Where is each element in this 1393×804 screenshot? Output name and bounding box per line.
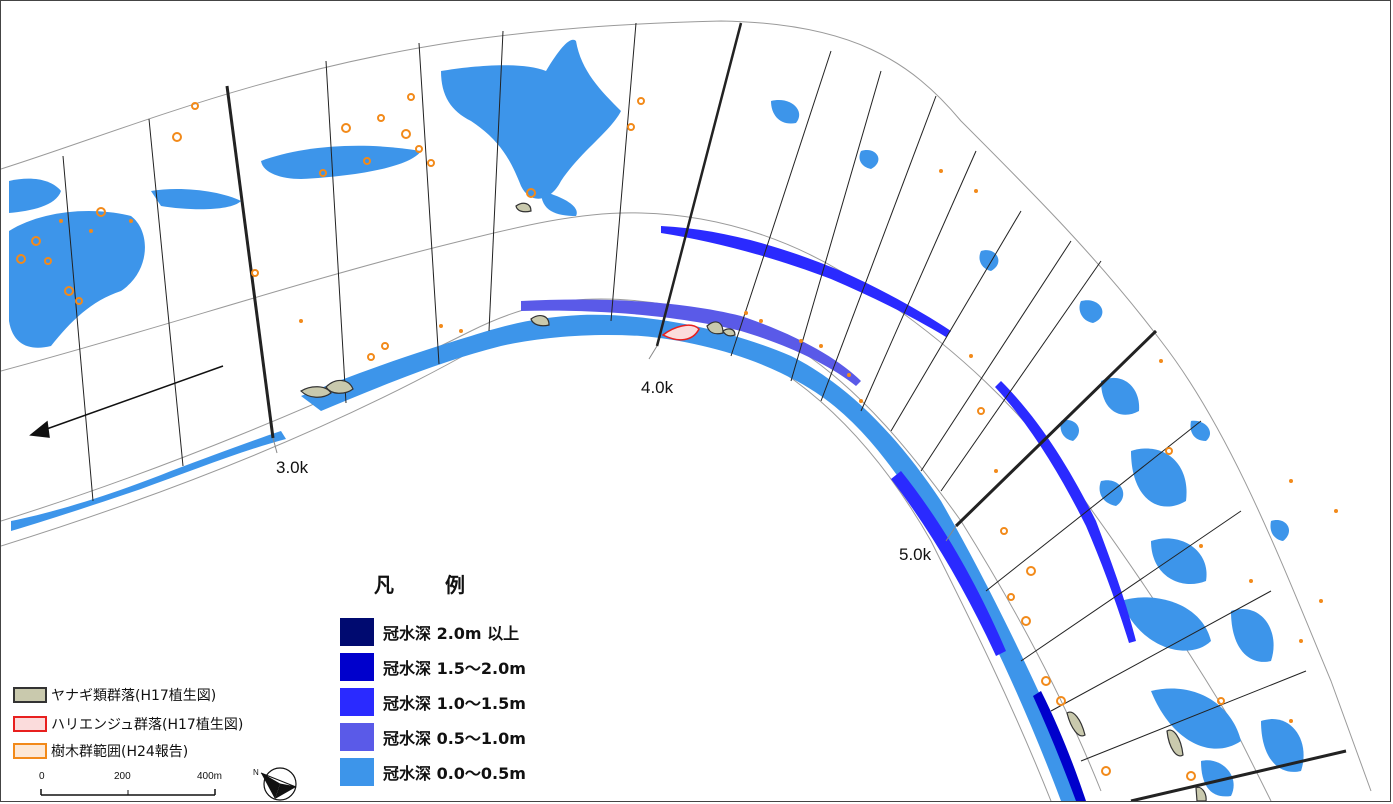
willow-patches (300, 202, 1207, 801)
robinia-swatch (13, 716, 47, 732)
legend-depth-0-5-1-0: 冠水深 0.5～1.0m (340, 723, 526, 751)
depth-label: 冠水深 0.0～0.5m (383, 764, 526, 783)
depth-swatch (340, 688, 374, 716)
veg-label: 樹木群範囲(H24報告) (51, 744, 189, 760)
scale-bar-line (40, 789, 216, 796)
scale-tick-400: 400m (197, 771, 223, 782)
flood-channel (11, 226, 1136, 801)
legend-depth-1-5-2-0: 冠水深 1.5～2.0m (340, 653, 526, 681)
upper-bank-outer (1, 20, 1372, 792)
km-markers: 3.0k 4.0k 5.0k (272, 345, 957, 564)
depth-swatch (340, 618, 374, 646)
legend-willow: ヤナギ類群落(H17植生図) (13, 685, 216, 705)
flow-arrow (29, 365, 224, 438)
depth-label: 冠水深 1.5～2.0m (383, 659, 526, 678)
legend-depth-2-0-plus: 冠水深 2.0m 以上 (340, 618, 519, 646)
legend-depth-0-0-0-5: 冠水深 0.0～0.5m (340, 758, 526, 786)
scale-tick-0: 0 (39, 771, 45, 782)
scale-bar: 0 200 400m (27, 771, 237, 799)
depth-label: 冠水深 1.0～1.5m (383, 694, 526, 713)
river-outlines (1, 20, 1372, 801)
veg-label: ハリエンジュ群落(H17植生図) (51, 717, 244, 733)
tree-dots (59, 169, 1338, 723)
cross-sections (62, 22, 1347, 801)
depth-swatch (340, 758, 374, 786)
north-arrow-icon: N (253, 767, 297, 801)
depth-swatch (340, 653, 374, 681)
legend-title: 凡 例 (374, 573, 487, 597)
legend-depth-1-0-1-5: 冠水深 1.0～1.5m (340, 688, 526, 716)
scale-tick-200: 200 (114, 771, 131, 782)
depth-label: 冠水深 2.0m 以上 (383, 624, 520, 643)
legend-robinia: ハリエンジュ群落(H17植生図) (13, 714, 243, 734)
depth-swatch (340, 723, 374, 751)
km-marker-3k: 3.0k (276, 458, 309, 477)
flood-shallow (9, 39, 1304, 797)
km-marker-5k: 5.0k (899, 545, 932, 564)
veg-label: ヤナギ類群落(H17植生図) (51, 688, 217, 704)
north-label: N (253, 768, 259, 777)
robinia-patch (661, 324, 700, 341)
tree-groups (16, 93, 1225, 781)
tree-range-swatch (13, 743, 47, 759)
willow-swatch (13, 687, 47, 703)
km-marker-4k: 4.0k (641, 378, 674, 397)
depth-label: 冠水深 0.5～1.0m (383, 729, 526, 748)
legend-tree-range: 樹木群範囲(H24報告) (13, 741, 188, 761)
